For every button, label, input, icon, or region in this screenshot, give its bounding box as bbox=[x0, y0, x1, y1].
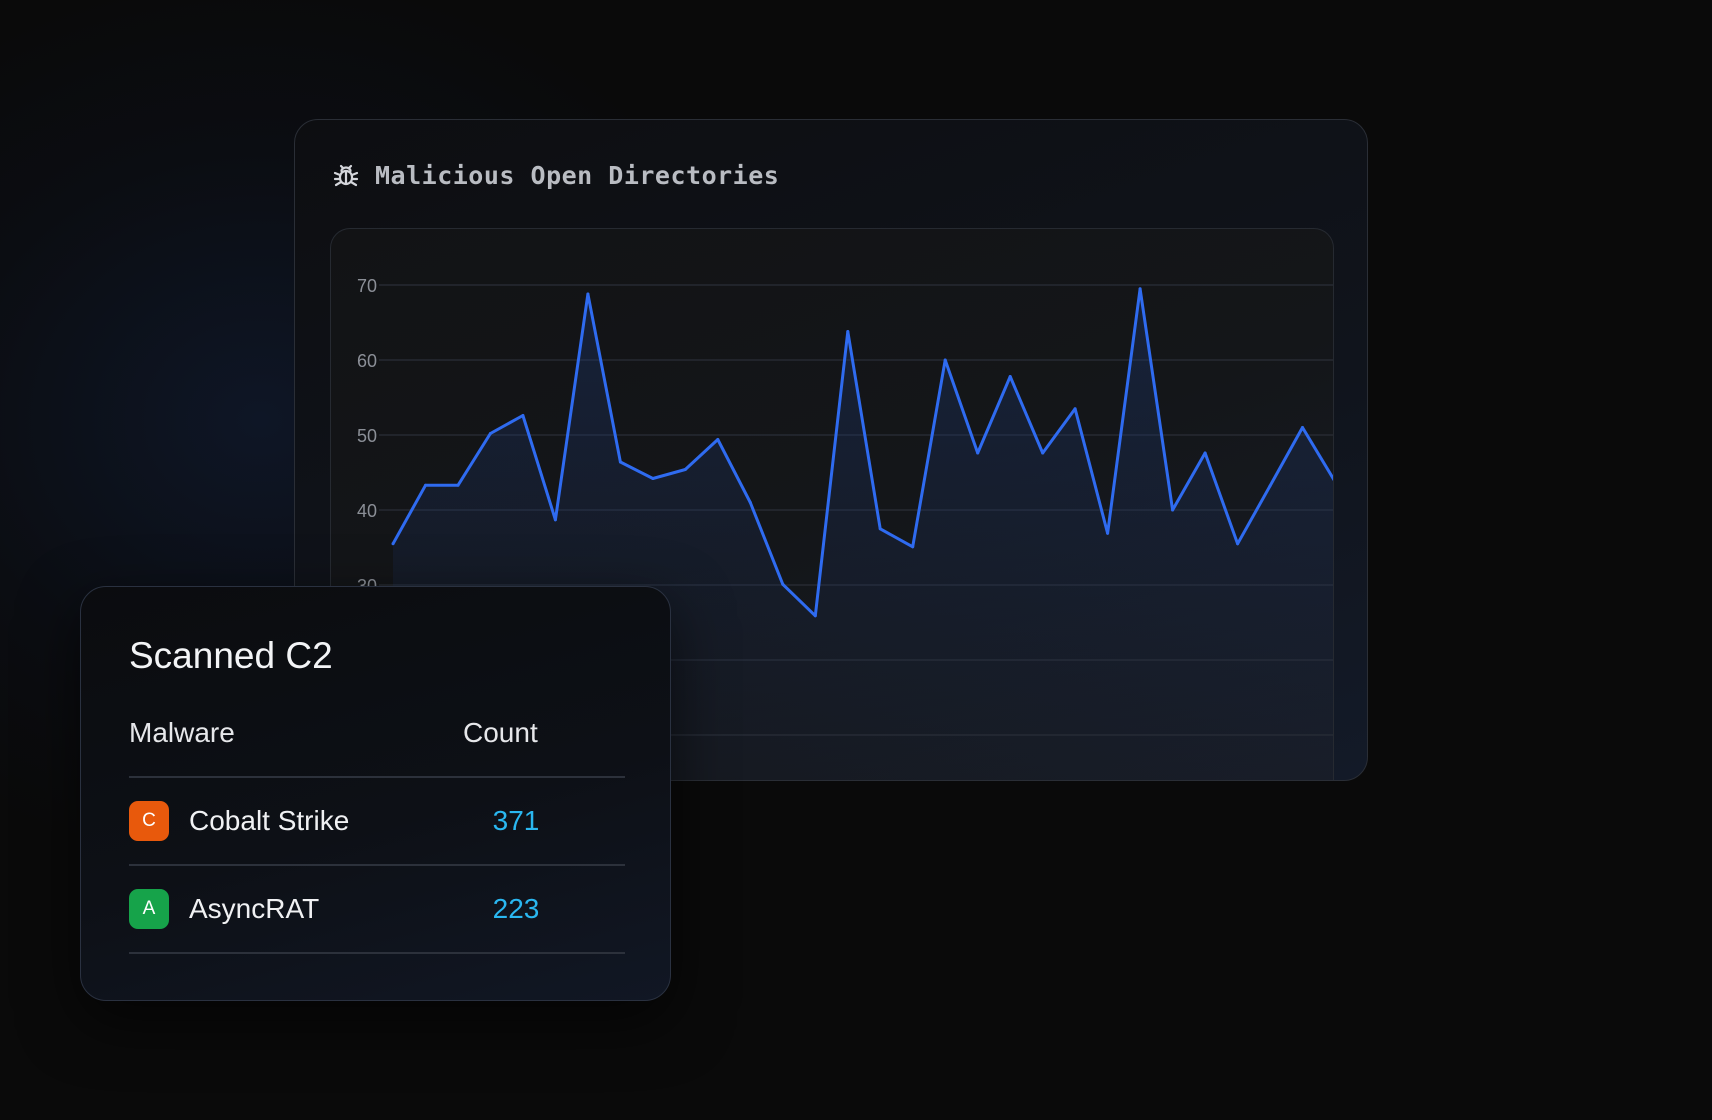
data-point[interactable] bbox=[1301, 426, 1304, 429]
data-point[interactable] bbox=[1041, 451, 1045, 455]
chart-title: Malicious Open Directories bbox=[375, 160, 780, 190]
table-row[interactable]: A AsyncRAT 223 bbox=[129, 866, 625, 952]
card-title: Scanned C2 bbox=[129, 635, 333, 676]
data-point[interactable] bbox=[683, 468, 687, 471]
malware-count: 371 bbox=[492, 805, 540, 836]
data-point[interactable] bbox=[976, 451, 980, 455]
divider bbox=[129, 952, 625, 954]
malware-badge: A bbox=[129, 889, 169, 929]
data-point[interactable] bbox=[651, 477, 655, 480]
table-row[interactable]: C Cobalt Strike 371 bbox=[129, 778, 625, 864]
malware-badge: C bbox=[129, 801, 169, 841]
data-point[interactable] bbox=[911, 545, 915, 549]
data-point[interactable] bbox=[1171, 508, 1175, 512]
malware-name: Cobalt Strike bbox=[189, 805, 350, 836]
data-point[interactable] bbox=[391, 542, 395, 546]
data-point[interactable] bbox=[1268, 484, 1272, 488]
data-point[interactable] bbox=[1334, 480, 1335, 483]
data-point[interactable] bbox=[943, 358, 947, 362]
data-point[interactable] bbox=[716, 438, 720, 441]
data-point[interactable] bbox=[1138, 287, 1142, 291]
data-point[interactable] bbox=[846, 330, 850, 333]
data-point[interactable] bbox=[488, 432, 492, 435]
scanned-c2-card: Scanned C2 Malware Count C Cobalt Strike… bbox=[80, 586, 671, 1001]
data-point[interactable] bbox=[456, 483, 460, 487]
bug-icon bbox=[331, 160, 361, 190]
data-point[interactable] bbox=[748, 501, 752, 504]
divider bbox=[129, 776, 625, 778]
column-header-count: Count bbox=[463, 717, 538, 748]
series-line bbox=[391, 287, 1333, 618]
y-tick-label: 50 bbox=[357, 426, 377, 446]
data-point[interactable] bbox=[424, 483, 427, 487]
y-tick-label: 70 bbox=[357, 276, 377, 296]
data-point[interactable] bbox=[1203, 451, 1207, 455]
data-point[interactable] bbox=[813, 614, 817, 618]
data-point[interactable] bbox=[1106, 531, 1110, 535]
chart-card: Malicious Open Directories 7060504030 bbox=[294, 119, 1368, 781]
data-point[interactable] bbox=[1073, 407, 1077, 411]
data-point[interactable] bbox=[1236, 542, 1240, 546]
data-point[interactable] bbox=[618, 460, 622, 464]
data-point[interactable] bbox=[878, 527, 882, 531]
y-tick-label: 40 bbox=[357, 501, 377, 521]
malware-name: AsyncRAT bbox=[189, 893, 320, 924]
data-point[interactable] bbox=[521, 414, 525, 417]
divider bbox=[129, 864, 625, 866]
data-point[interactable] bbox=[553, 518, 557, 522]
data-point[interactable] bbox=[1008, 375, 1012, 378]
chart-header: Malicious Open Directories bbox=[331, 160, 779, 190]
column-header-malware: Malware bbox=[129, 717, 235, 748]
data-point[interactable] bbox=[586, 292, 590, 296]
data-point[interactable] bbox=[781, 582, 785, 586]
malware-count: 223 bbox=[492, 893, 540, 924]
y-tick-label: 60 bbox=[357, 351, 377, 371]
